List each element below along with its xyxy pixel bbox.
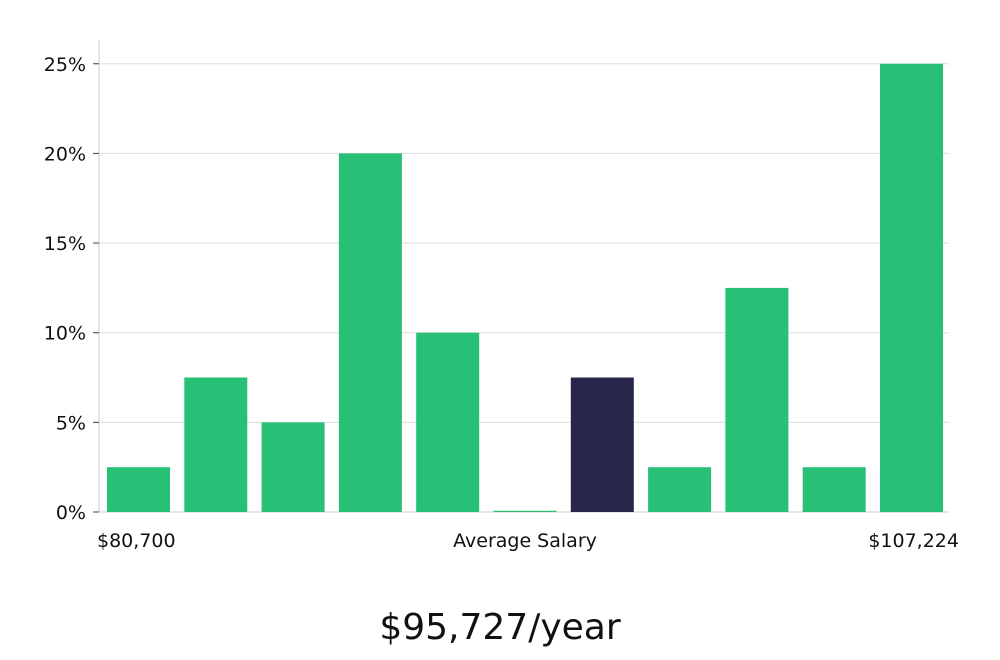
bar-highlight [570, 377, 634, 512]
bar [725, 287, 789, 512]
y-tick-label: 0% [56, 502, 86, 524]
salary-histogram: 0% 5% 10% 15% 20% 25% $80,700 Average Salary … [44, 40, 959, 552]
x-label-center: Average Salary [453, 530, 597, 552]
grid-lines [99, 63, 949, 423]
x-label-min: $80,700 [97, 530, 176, 552]
bar [107, 467, 170, 512]
y-tick-label: 10% [44, 323, 86, 345]
x-label-max: $107,224 [868, 530, 959, 552]
bar [802, 467, 866, 512]
bar [648, 467, 712, 512]
bar [184, 377, 248, 512]
bars [107, 63, 943, 513]
y-axis-ticks: 0% 5% 10% 15% 20% 25% [44, 54, 99, 524]
y-tick-label: 15% [44, 233, 86, 255]
bar [416, 332, 480, 512]
y-tick-label: 5% [56, 412, 86, 434]
bar [261, 422, 325, 512]
average-salary-headline: $95,727/year [379, 607, 621, 648]
bar [338, 153, 402, 512]
y-tick-label: 20% [44, 143, 86, 165]
bar [493, 510, 557, 512]
x-axis-labels: $80,700 Average Salary $107,224 [97, 530, 959, 552]
bar [880, 63, 943, 513]
y-tick-label: 25% [44, 54, 86, 76]
